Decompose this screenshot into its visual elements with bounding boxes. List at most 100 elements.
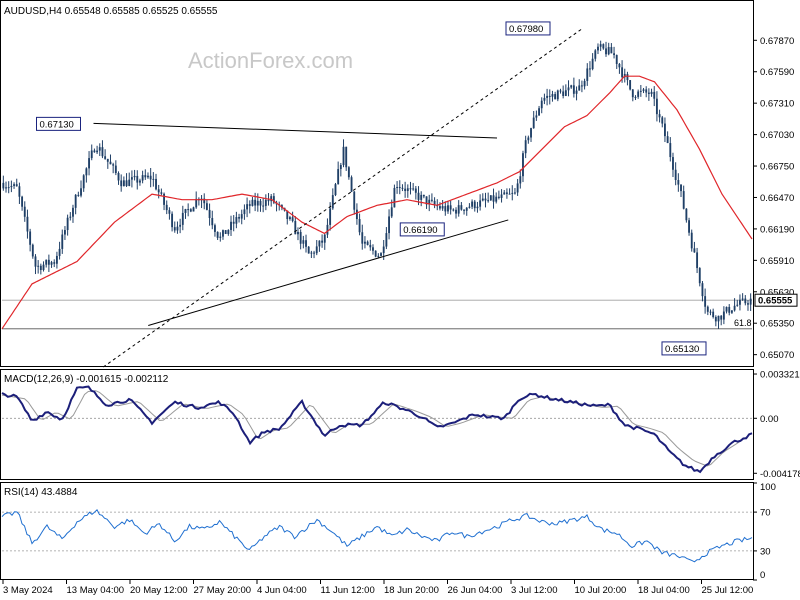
- candle: [556, 89, 559, 102]
- candle-body: [364, 241, 366, 244]
- candle-body: [165, 204, 168, 211]
- candle-body: [85, 168, 88, 176]
- candle-body: [53, 262, 56, 264]
- macd-signal-line: [1, 390, 753, 467]
- candle: [18, 182, 21, 204]
- candle-body: [205, 203, 208, 210]
- candle: [661, 115, 664, 128]
- candle-body: [658, 114, 661, 118]
- candle: [34, 254, 37, 275]
- candle-body: [184, 209, 187, 213]
- candle: [47, 254, 50, 272]
- candle-body: [685, 208, 688, 221]
- candle-body: [398, 186, 401, 188]
- candle-body: [637, 91, 640, 97]
- candle: [562, 85, 565, 99]
- candle-body: [224, 230, 227, 234]
- candle-body: [235, 217, 238, 224]
- candle-body: [722, 311, 725, 320]
- candle: [187, 203, 190, 217]
- candle: [401, 184, 404, 192]
- candle-body: [216, 231, 219, 238]
- candle: [551, 90, 554, 102]
- candle: [744, 295, 747, 306]
- candle-body: [420, 194, 423, 200]
- candle-body: [77, 194, 80, 196]
- candle-body: [326, 224, 329, 235]
- candle: [163, 192, 165, 211]
- candle: [736, 299, 739, 307]
- candle: [350, 175, 353, 193]
- rsi-y-tick-label: 70: [760, 508, 771, 519]
- candle-body: [564, 90, 567, 96]
- candle: [433, 197, 436, 209]
- candle-body: [680, 184, 682, 192]
- candle: [66, 214, 69, 236]
- candle-body: [674, 169, 677, 180]
- candle: [243, 204, 246, 220]
- y-tick-label: 0.67870: [760, 36, 794, 47]
- candle-body: [479, 200, 482, 207]
- candle-body: [522, 153, 524, 177]
- candle: [323, 233, 326, 250]
- candle-body: [58, 248, 61, 256]
- candle-body: [626, 73, 629, 81]
- candle: [203, 193, 206, 210]
- candle-body: [117, 172, 120, 181]
- candle: [479, 194, 482, 211]
- candle-body: [447, 205, 449, 212]
- watermark: ActionForex.com: [188, 48, 353, 73]
- candle: [452, 208, 455, 212]
- y-tick-label: 0.65630: [760, 287, 794, 298]
- candle-body: [645, 89, 648, 93]
- candle: [147, 172, 149, 179]
- candle: [706, 305, 709, 316]
- candle-body: [492, 195, 495, 202]
- candle-body: [15, 184, 18, 187]
- candle: [117, 171, 120, 185]
- candle-body: [114, 165, 117, 173]
- candle-body: [310, 252, 313, 254]
- candle-body: [128, 179, 131, 186]
- candle: [339, 162, 342, 177]
- candle: [230, 215, 232, 236]
- candle-body: [639, 90, 642, 92]
- candle-body: [425, 196, 428, 205]
- candle: [307, 246, 310, 254]
- candle-body: [484, 198, 487, 201]
- candle: [31, 243, 34, 259]
- price-annotation: 0.65130: [661, 341, 707, 356]
- candle: [514, 188, 516, 195]
- candle-body: [248, 204, 251, 206]
- candle: [380, 252, 382, 257]
- candle-body: [404, 188, 407, 191]
- candle-body: [747, 303, 749, 305]
- candle-body: [653, 91, 656, 99]
- candle: [388, 209, 390, 240]
- candle: [591, 53, 594, 71]
- candle: [144, 169, 147, 180]
- candle: [629, 80, 632, 91]
- candle: [337, 161, 340, 185]
- candle-body: [47, 259, 50, 265]
- macd-label: MACD(12,26,9) -0.001615 -0.002112: [4, 374, 169, 385]
- candle-body: [725, 306, 728, 312]
- candle-body: [374, 250, 377, 257]
- candle-body: [7, 187, 10, 189]
- candle: [345, 146, 348, 171]
- y-tick-label: 0.66470: [760, 193, 794, 204]
- candle: [696, 247, 699, 274]
- candle-body: [548, 95, 551, 97]
- candle-body: [591, 58, 594, 70]
- candle: [77, 191, 80, 197]
- candle-body: [339, 165, 342, 170]
- candle: [101, 140, 104, 159]
- candle: [634, 95, 637, 101]
- candle: [655, 91, 658, 122]
- candle-body: [342, 146, 345, 166]
- candle-body: [696, 252, 699, 269]
- candle-body: [80, 188, 82, 196]
- candle: [369, 239, 372, 251]
- candle-body: [147, 175, 149, 178]
- candle: [42, 261, 45, 272]
